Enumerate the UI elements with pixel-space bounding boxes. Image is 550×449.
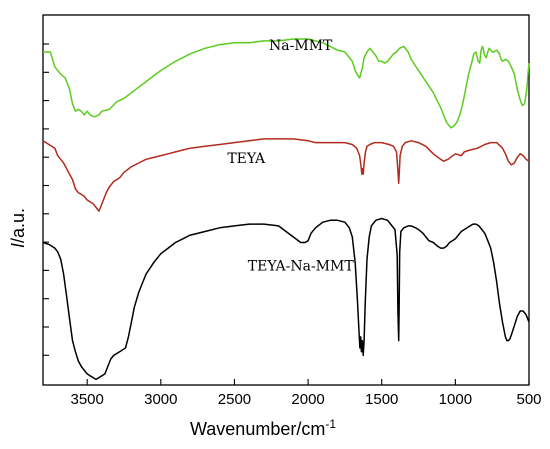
- plot-frame: [42, 14, 530, 386]
- x-tick-label-500: 500: [516, 391, 541, 408]
- series-labels: Na-MMT TEYA TEYA-Na-MMT: [227, 38, 354, 274]
- y-axis-title: I/a.u.: [8, 208, 28, 248]
- series-line-teya: [42, 138, 530, 212]
- series-label-na-mmt: Na-MMT: [269, 38, 333, 54]
- x-tick-label-3500: 3500: [70, 391, 103, 408]
- x-axis-title: Wavenumber/cm-1: [190, 417, 336, 439]
- series-line-na-mmt: [43, 38, 530, 129]
- series-label-teya-na-mmt: TEYA-Na-MMT: [248, 258, 355, 274]
- x-tick-label-2000: 2000: [291, 391, 324, 408]
- x-ticks: 3500 3000 2500 2000 1500 1000 500: [70, 379, 542, 408]
- x-tick-label-2500: 2500: [218, 391, 251, 408]
- y-ticks: [43, 43, 49, 356]
- x-tick-label-3000: 3000: [144, 391, 177, 408]
- x-tick-label-1000: 1000: [439, 391, 472, 408]
- series-line-teya-na-mmt: [42, 217, 530, 381]
- x-tick-label-1500: 1500: [365, 391, 398, 408]
- series-label-teya: TEYA: [227, 151, 266, 167]
- series-group: [42, 38, 530, 381]
